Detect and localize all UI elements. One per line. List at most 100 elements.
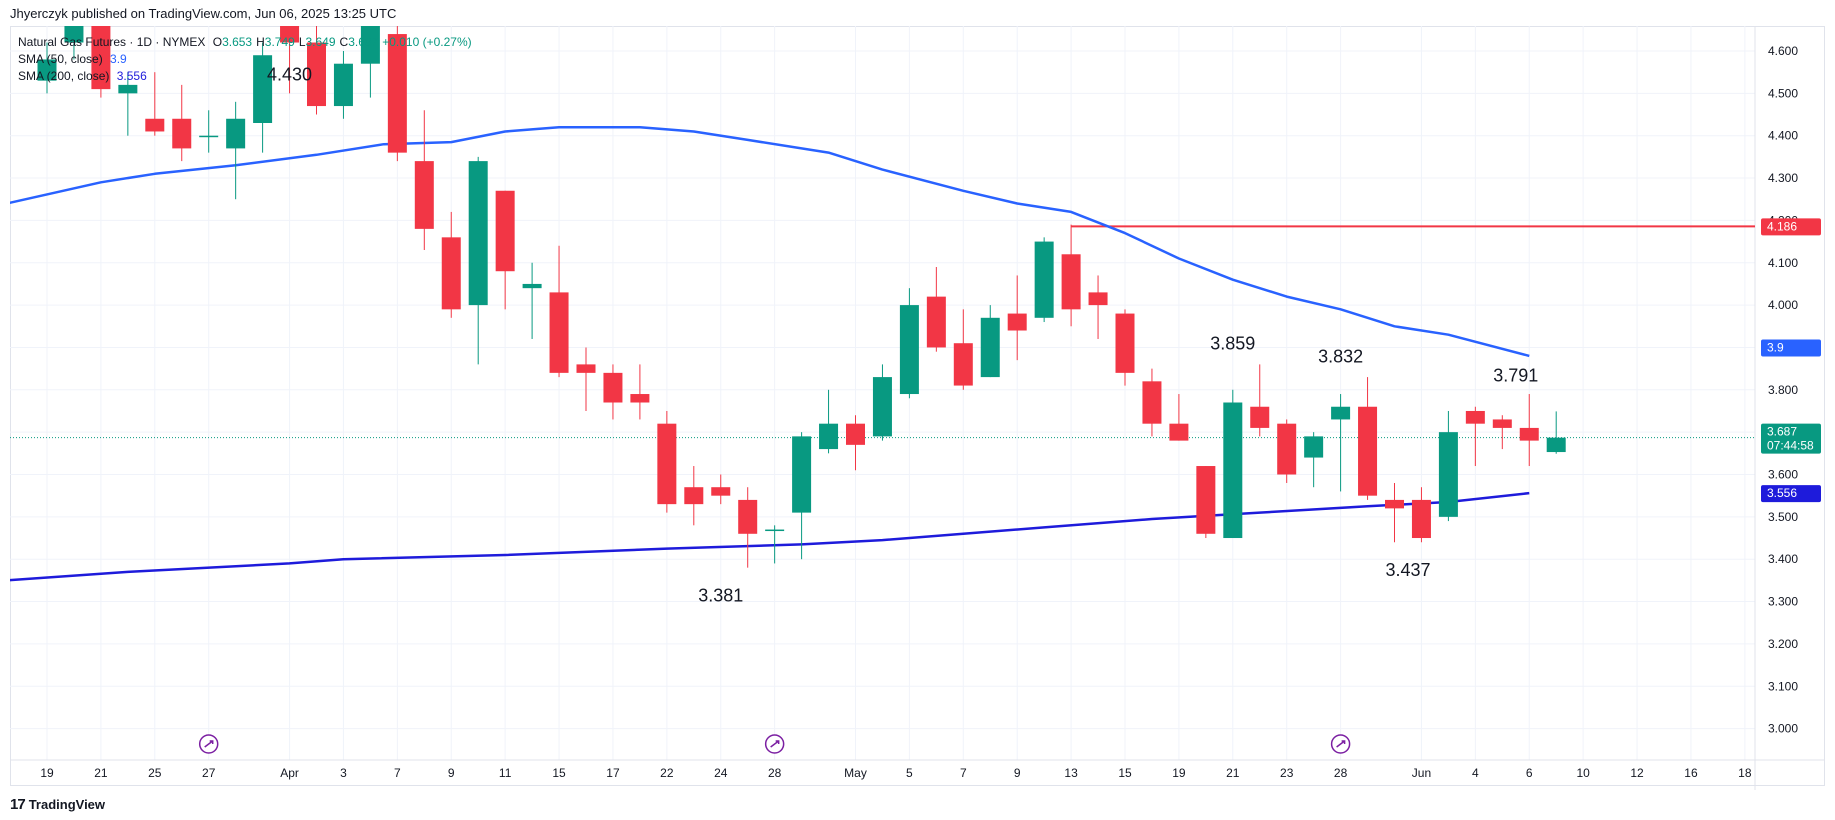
candle-body	[549, 292, 569, 373]
y-tick-label: 4.400	[1768, 129, 1798, 143]
tradingview-logo[interactable]: 17 TradingView	[10, 796, 105, 813]
y-tick-label: 3.600	[1768, 468, 1798, 482]
price-annotation: 3.832	[1318, 346, 1363, 366]
candle	[819, 389, 839, 454]
candle	[1088, 275, 1108, 339]
candle-body	[1546, 437, 1566, 453]
candle-body	[360, 26, 380, 64]
y-tick-label: 3.200	[1768, 637, 1798, 651]
legend-symbol-row: Natural Gas Futures · 1D · NYMEX O3.653 H…	[18, 34, 480, 51]
x-tick-label: 22	[660, 766, 674, 780]
event-marker-arrow	[770, 740, 780, 748]
event-marker-icon[interactable]	[764, 734, 785, 754]
price-annotation: 3.791	[1493, 365, 1538, 385]
x-tick-label: 17	[606, 766, 620, 780]
candle	[1331, 394, 1351, 492]
candle-body	[1385, 499, 1404, 509]
event-marker-icon[interactable]	[1330, 734, 1351, 754]
y-tick-label: 3.800	[1768, 383, 1798, 397]
chart-frame[interactable]	[10, 26, 1825, 786]
candle	[1304, 432, 1324, 488]
candle	[980, 305, 1000, 378]
candle	[1358, 377, 1378, 500]
candle-body	[1034, 241, 1054, 318]
candle	[199, 110, 219, 153]
price-badge-bg	[1761, 339, 1821, 357]
candle	[37, 42, 57, 94]
candle-body	[953, 343, 973, 386]
candle-body	[91, 26, 111, 90]
published-by-text: Jhyerczyk published on TradingView.com, …	[10, 6, 397, 21]
candle-body	[684, 487, 704, 505]
candle	[1115, 309, 1135, 386]
candle	[253, 42, 273, 153]
x-tick-label: Apr	[280, 766, 299, 780]
y-tick-label: 3.100	[1768, 679, 1798, 693]
x-tick-label: 7	[394, 766, 401, 780]
candle	[603, 364, 623, 420]
x-tick-label: 27	[202, 766, 216, 780]
plot-area: 4.430 3.381 3.859 3.832 3.437 3.791	[10, 26, 1755, 606]
candle-body	[1115, 313, 1135, 373]
candle-body	[1250, 406, 1270, 428]
legend-symbol[interactable]: Natural Gas Futures · 1D · NYMEX	[18, 35, 206, 49]
candle	[1034, 237, 1054, 323]
candle	[307, 26, 326, 115]
candle	[441, 211, 461, 318]
candle	[684, 466, 704, 526]
candle	[1519, 394, 1539, 467]
candle	[576, 347, 596, 411]
price-badge: 3.9	[1761, 339, 1821, 357]
candle	[64, 26, 84, 60]
candle	[1250, 364, 1270, 437]
price-annotation: 3.437	[1385, 560, 1430, 580]
candle	[899, 288, 919, 399]
event-marker-arrow	[204, 740, 214, 748]
x-tick-label: 9	[1014, 766, 1021, 780]
x-tick-label: 7	[960, 766, 967, 780]
sma50-line	[10, 125, 1530, 358]
candle-body	[333, 63, 353, 107]
candle-body	[1196, 466, 1216, 534]
current-price-badge-countdown: 07:44:58	[1767, 439, 1814, 453]
y-tick-label: 4.300	[1768, 171, 1798, 185]
candle	[926, 266, 946, 352]
x-tick-label: 10	[1576, 766, 1590, 780]
candle	[711, 474, 731, 505]
candle	[468, 156, 488, 365]
candle-body	[1169, 423, 1189, 441]
candle-body	[792, 436, 812, 513]
candle	[738, 487, 758, 568]
x-tick-label: 16	[1684, 766, 1698, 780]
candle	[280, 26, 300, 94]
sma200-line	[10, 491, 1530, 582]
candle	[1061, 224, 1081, 327]
candle	[1196, 466, 1216, 539]
candle-body	[441, 237, 461, 310]
price-badge-bg	[1761, 218, 1821, 236]
candle	[91, 26, 111, 98]
legend-l-value: 3.649	[305, 35, 336, 49]
x-tick-label: 24	[714, 766, 728, 780]
candle	[1385, 482, 1404, 543]
legend-sma200-row[interactable]: SMA (200, close) 3.556	[18, 68, 480, 85]
price-annotation: 3.381	[698, 586, 743, 606]
candle	[522, 262, 542, 339]
legend-sma50-row[interactable]: SMA (50, close) 3.9	[18, 51, 480, 68]
candle-body	[172, 118, 192, 149]
x-tick-label: 11	[499, 766, 512, 780]
candle	[657, 410, 677, 513]
candle-body	[846, 423, 865, 445]
legend-h-value: 3.749	[264, 35, 295, 49]
legend-change: +0.010 (+0.27%)	[382, 35, 472, 49]
x-tick-label: 25	[148, 766, 162, 780]
candle	[172, 84, 192, 162]
candle	[872, 364, 892, 441]
candle	[1223, 389, 1243, 539]
y-tick-label: 3.400	[1768, 552, 1798, 566]
event-marker-icon[interactable]	[198, 734, 219, 754]
candle	[333, 51, 353, 119]
tradingview-logo-text: TradingView	[28, 797, 106, 812]
legend-sma50-label: SMA (50, close)	[18, 52, 103, 66]
